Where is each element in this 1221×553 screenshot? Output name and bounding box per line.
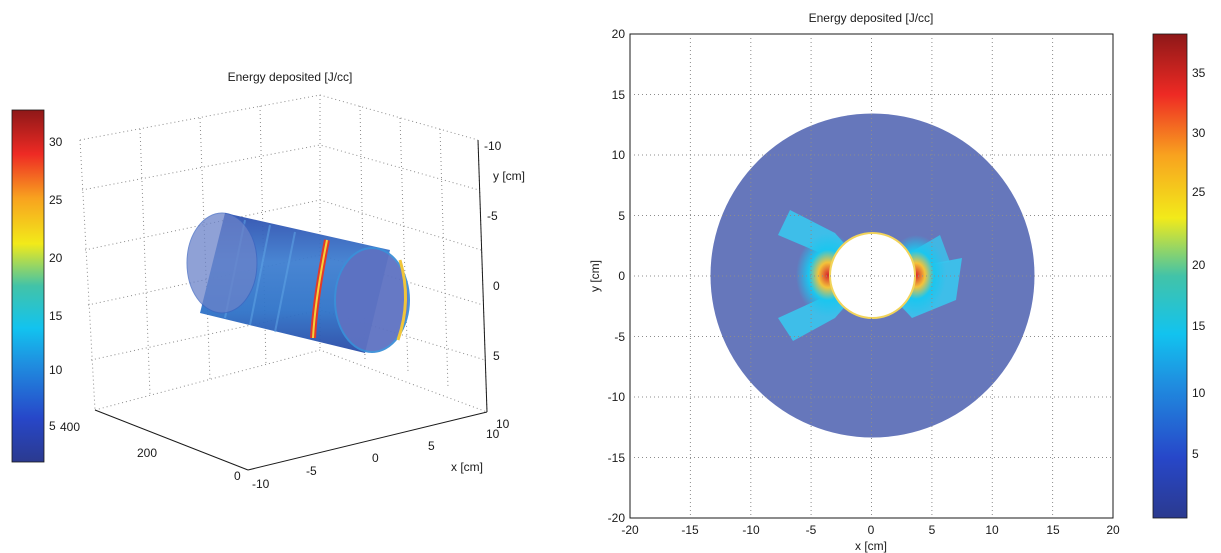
left-colorbar-tick: 5	[49, 419, 56, 433]
right-y-tick: -10	[608, 390, 626, 404]
left-colorbar-tick: 20	[49, 251, 63, 265]
right-colorbar-tick: 30	[1192, 126, 1206, 140]
right-x-tick: 0	[868, 523, 875, 537]
right-chart: Energy deposited [J/cc]	[588, 11, 1206, 553]
right-grid	[630, 34, 1113, 518]
left-chart-title: Energy deposited [J/cc]	[228, 70, 353, 84]
right-y-tick: -5	[614, 330, 625, 344]
left-x-tick: 0	[372, 451, 379, 465]
right-y-tick: 20	[612, 27, 626, 41]
left-y-axis: -10 -5 0 5 10 y [cm]	[477, 139, 525, 431]
left-x-tick: 10	[486, 427, 500, 441]
left-x-tick: 5	[428, 439, 435, 453]
right-x-ticks: -20 -15 -10 -5 0 5 10 15 20	[621, 523, 1120, 537]
left-y-tick: -5	[487, 209, 498, 223]
right-y-tick: -15	[608, 451, 626, 465]
left-colorbar-ticks: 30 25 20 15 10 5	[49, 135, 63, 433]
left-y-tick: 5	[493, 349, 500, 363]
right-y-tick: -20	[608, 511, 626, 525]
right-y-tick: 0	[618, 269, 625, 283]
right-colorbar-tick: 5	[1192, 447, 1199, 461]
left-x-tick: -5	[306, 464, 317, 478]
left-y-axis-label: y [cm]	[493, 169, 525, 183]
right-y-axis-label: y [cm]	[588, 260, 602, 292]
right-y-ticks: 20 15 10 5 0 -5 -10 -15 -20	[608, 27, 626, 525]
right-colorbar-tick: 35	[1192, 66, 1206, 80]
right-x-axis-label: x [cm]	[855, 539, 887, 553]
right-x-tick: -15	[681, 523, 699, 537]
right-y-tick: 15	[612, 88, 626, 102]
right-colorbar	[1152, 33, 1188, 519]
right-chart-title: Energy deposited [J/cc]	[809, 11, 934, 25]
right-x-tick: -10	[742, 523, 760, 537]
left-colorbar-tick: 25	[49, 193, 63, 207]
right-x-tick: 5	[929, 523, 936, 537]
right-colorbar-tick: 10	[1192, 386, 1206, 400]
left-x-tick: -10	[252, 477, 270, 491]
left-chart: Energy deposited [J/cc]	[11, 70, 525, 491]
left-x-axis-label: x [cm]	[451, 460, 483, 474]
left-colorbar	[11, 109, 45, 463]
left-x-axis: -10 -5 0 5 10 x [cm]	[247, 411, 500, 491]
left-y-tick: 10	[496, 417, 510, 431]
left-colorbar-tick: 10	[49, 363, 63, 377]
left-colorbar-tick: 15	[49, 309, 63, 323]
left-y-tick: 0	[493, 279, 500, 293]
right-colorbar-tick: 20	[1192, 258, 1206, 272]
right-y-tick: 5	[618, 209, 625, 223]
right-colorbar-tick: 25	[1192, 185, 1206, 199]
right-y-tick: 10	[612, 148, 626, 162]
right-x-tick: 10	[985, 523, 999, 537]
left-z-tick: 200	[137, 446, 157, 460]
right-x-tick: 20	[1106, 523, 1120, 537]
right-colorbar-ticks: 35 30 25 20 15 10 5	[1192, 66, 1206, 461]
right-x-tick: -5	[806, 523, 817, 537]
right-x-tick: -20	[621, 523, 639, 537]
left-colorbar-tick: 30	[49, 135, 63, 149]
left-z-tick: 400	[60, 420, 80, 434]
right-colorbar-tick: 15	[1192, 319, 1206, 333]
right-x-tick: 15	[1046, 523, 1060, 537]
right-disk	[710, 113, 1035, 438]
left-cylinder	[186, 212, 410, 353]
left-z-axis: 400 200 0	[60, 409, 249, 483]
left-z-tick: 0	[234, 469, 241, 483]
left-y-tick: -10	[484, 139, 502, 153]
